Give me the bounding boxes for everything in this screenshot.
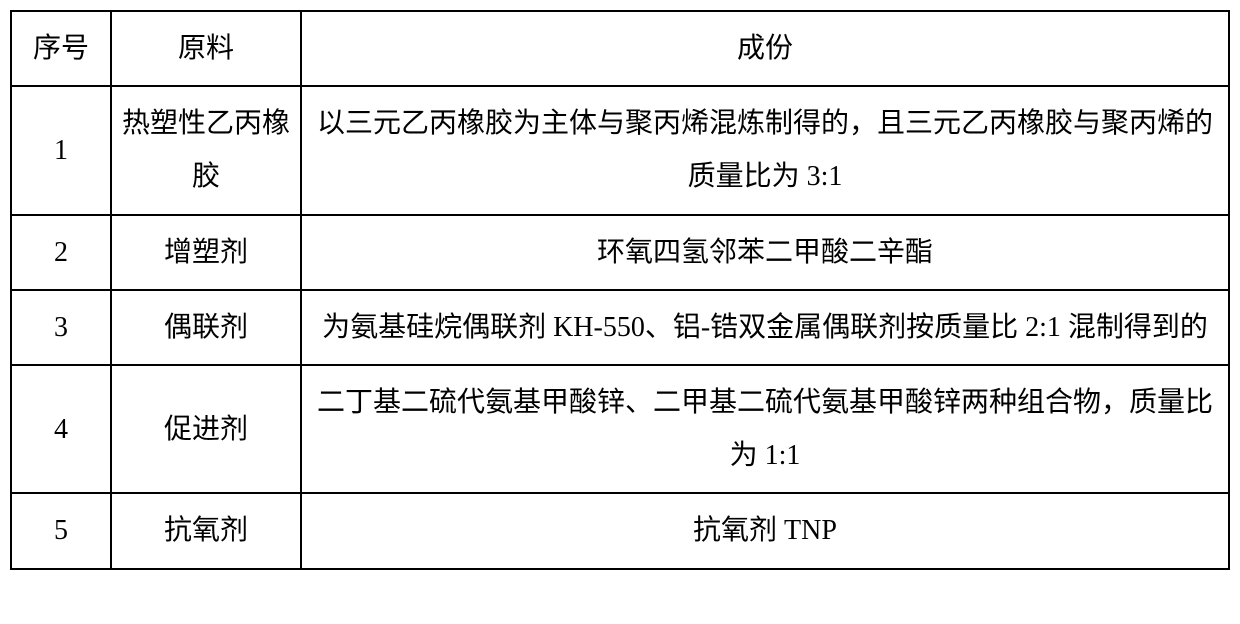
cell-seq: 4 <box>11 365 111 493</box>
cell-component: 以三元乙丙橡胶为主体与聚丙烯混炼制得的，且三元乙丙橡胶与聚丙烯的质量比为 3:1 <box>301 86 1229 214</box>
table-row: 2 增塑剂 环氧四氢邻苯二甲酸二辛酯 <box>11 215 1229 290</box>
header-component: 成份 <box>301 11 1229 86</box>
table-row: 5 抗氧剂 抗氧剂 TNP <box>11 493 1229 568</box>
cell-material: 抗氧剂 <box>111 493 301 568</box>
cell-material: 热塑性乙丙橡胶 <box>111 86 301 214</box>
cell-seq: 5 <box>11 493 111 568</box>
cell-seq: 2 <box>11 215 111 290</box>
cell-material: 增塑剂 <box>111 215 301 290</box>
table-row: 1 热塑性乙丙橡胶 以三元乙丙橡胶为主体与聚丙烯混炼制得的，且三元乙丙橡胶与聚丙… <box>11 86 1229 214</box>
cell-component: 二丁基二硫代氨基甲酸锌、二甲基二硫代氨基甲酸锌两种组合物，质量比为 1:1 <box>301 365 1229 493</box>
cell-component: 抗氧剂 TNP <box>301 493 1229 568</box>
cell-seq: 1 <box>11 86 111 214</box>
cell-material: 促进剂 <box>111 365 301 493</box>
table-row: 3 偶联剂 为氨基硅烷偶联剂 KH-550、铝-锆双金属偶联剂按质量比 2:1 … <box>11 290 1229 365</box>
cell-material: 偶联剂 <box>111 290 301 365</box>
header-material: 原料 <box>111 11 301 86</box>
cell-component: 环氧四氢邻苯二甲酸二辛酯 <box>301 215 1229 290</box>
header-seq: 序号 <box>11 11 111 86</box>
cell-component: 为氨基硅烷偶联剂 KH-550、铝-锆双金属偶联剂按质量比 2:1 混制得到的 <box>301 290 1229 365</box>
cell-seq: 3 <box>11 290 111 365</box>
table-header-row: 序号 原料 成份 <box>11 11 1229 86</box>
table-row: 4 促进剂 二丁基二硫代氨基甲酸锌、二甲基二硫代氨基甲酸锌两种组合物，质量比为 … <box>11 365 1229 493</box>
data-table: 序号 原料 成份 1 热塑性乙丙橡胶 以三元乙丙橡胶为主体与聚丙烯混炼制得的，且… <box>10 10 1230 570</box>
